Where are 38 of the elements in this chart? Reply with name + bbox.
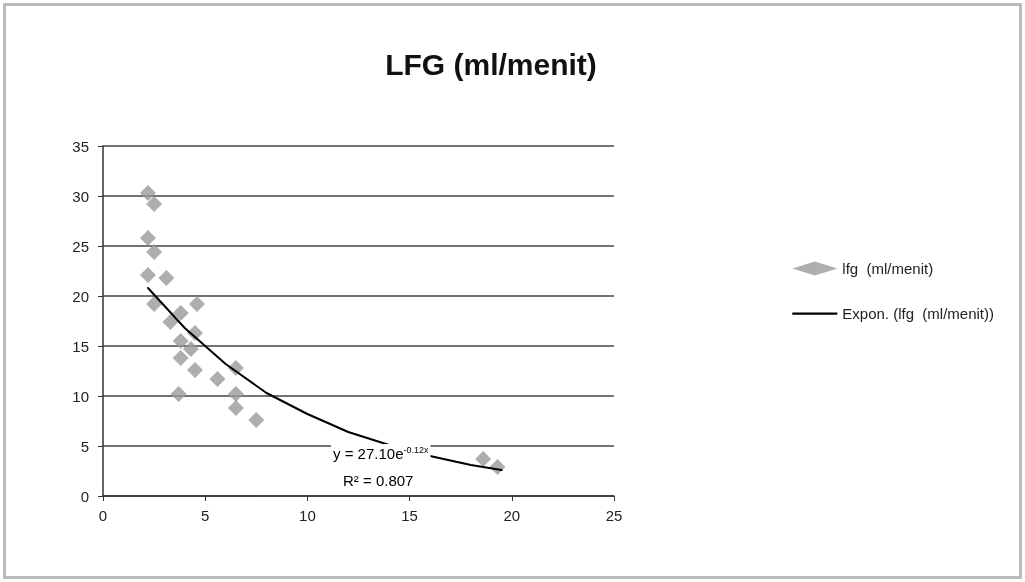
point [146,244,163,260]
point [139,185,156,201]
point [146,296,163,312]
point [227,386,244,402]
point [189,296,206,312]
legend-label: lfg (ml/menit) [842,260,934,277]
y-tick-label: 0 [80,487,89,505]
point [162,314,179,330]
chart-title: LFG (ml/menit) [385,47,597,81]
x-tick-label: 25 [605,507,623,524]
point [186,362,203,378]
x-tick-label: 10 [299,507,316,524]
x-tick-label: 5 [201,507,210,524]
y-tick-label: 10 [72,387,89,405]
y-tick-label: 35 [72,137,89,155]
y-tick-label: 15 [72,337,89,355]
point [172,333,189,349]
point [248,412,265,428]
point [182,341,199,357]
point [227,400,244,416]
y-tick-label: 20 [72,287,89,305]
x-tick-label: 20 [503,507,521,524]
point [209,371,226,387]
legend-label: Expon. (lfg (ml/menit)) [842,305,994,322]
x-tick-label: 15 [401,507,418,524]
point [170,386,187,402]
y-tick-label: 30 [72,187,89,205]
point [172,305,189,321]
point [172,350,189,366]
point [146,196,163,212]
point [158,270,175,286]
point [139,230,156,246]
y-tick-label: 25 [72,237,89,255]
point [475,451,492,467]
x-tick-label: 0 [98,507,108,524]
annotation: R² = 0.807 [343,472,414,489]
point [139,267,156,283]
y-tick-label: 5 [80,437,89,455]
